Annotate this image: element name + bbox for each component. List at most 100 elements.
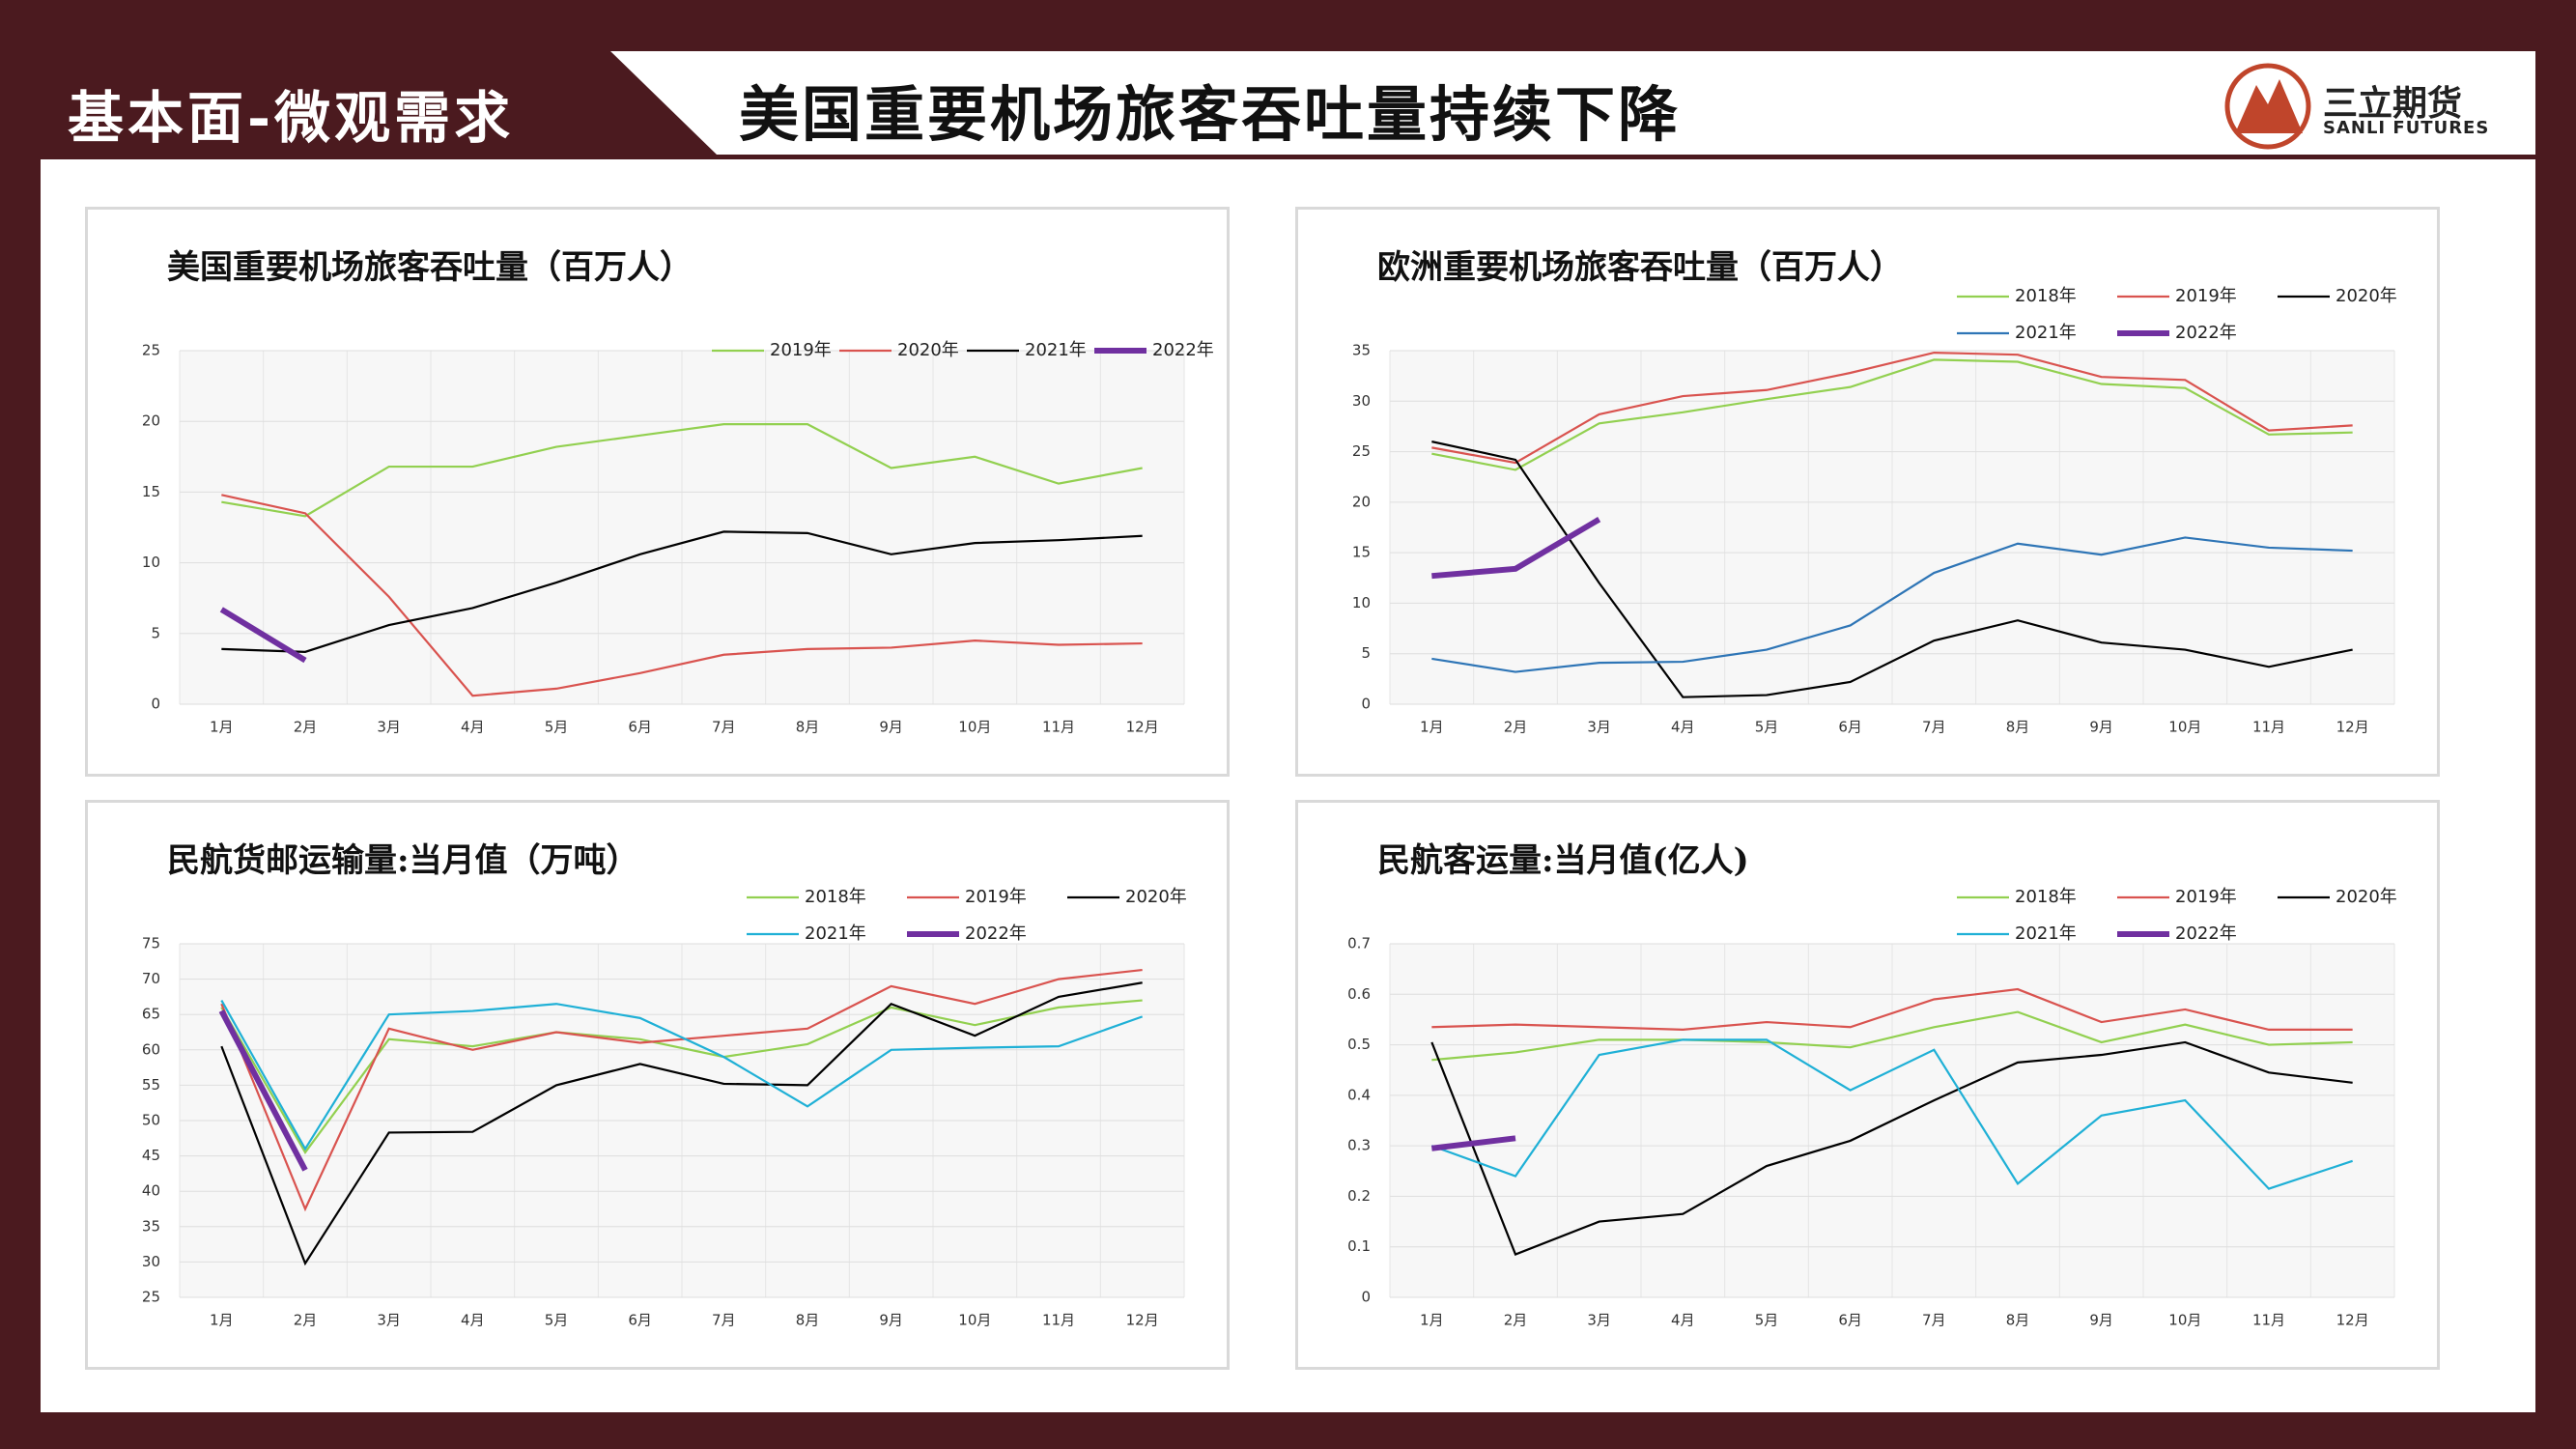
legend-label: 2022年: [1152, 340, 1214, 360]
logo-mountain: [2235, 79, 2303, 133]
series-line: [218, 1009, 308, 1172]
x-tick-label: 6月: [628, 1312, 652, 1329]
legend-label: 2021年: [1025, 340, 1087, 360]
x-tick-label: 10月: [2168, 1312, 2201, 1329]
x-tick-label: 11月: [2252, 1312, 2285, 1329]
y-tick-label: 15: [1352, 544, 1371, 561]
legend-label: 2021年: [2015, 923, 2077, 944]
x-tick-label: 8月: [2006, 1312, 2030, 1329]
y-tick-label: 0: [1361, 1289, 1371, 1306]
x-tick-label: 11月: [1042, 1312, 1075, 1329]
series-line: [219, 607, 307, 664]
legend-label: 2021年: [2015, 323, 2077, 343]
y-tick-label: 25: [142, 1289, 160, 1306]
x-tick-label: 11月: [2252, 719, 2285, 736]
y-tick-label: 25: [1352, 442, 1371, 460]
x-tick-label: 4月: [461, 1312, 485, 1329]
series-line: [1430, 1040, 2353, 1256]
x-tick-label: 11月: [1042, 719, 1075, 736]
title-band: [610, 51, 2535, 155]
x-tick-label: 3月: [1587, 1312, 1611, 1329]
legend-label: 2022年: [2175, 923, 2237, 944]
y-tick-label: 0.1: [1347, 1237, 1371, 1255]
x-tick-label: 2月: [294, 1312, 318, 1329]
x-tick-label: 3月: [1587, 719, 1611, 736]
x-tick-label: 5月: [545, 1312, 569, 1329]
x-tick-label: 9月: [2089, 719, 2113, 736]
chart-panel: 美国重要机场旅客吞吐量（百万人） 0 5 10 15 20 25 1月 2月 3月 4月 5月 6月 7月…: [85, 207, 1230, 777]
x-tick-label: 4月: [461, 719, 485, 736]
y-tick-label: 45: [142, 1147, 160, 1164]
x-tick-label: 3月: [377, 719, 401, 736]
legend-label: 2018年: [2015, 887, 2077, 907]
logo-name: 三立期货: [2323, 84, 2463, 124]
y-tick-label: 60: [142, 1040, 160, 1058]
x-tick-label: 5月: [1755, 1312, 1779, 1329]
y-tick-label: 0: [151, 696, 160, 713]
legend-label: 2019年: [2175, 887, 2237, 907]
y-tick-label: 0.6: [1347, 985, 1371, 1003]
x-tick-label: 8月: [796, 1312, 820, 1329]
legend-label: 2018年: [2015, 286, 2077, 306]
y-tick-label: 20: [1352, 493, 1371, 510]
x-tick-label: 7月: [1922, 1312, 1946, 1329]
y-tick-label: 0.3: [1347, 1137, 1371, 1154]
logo-sub: SANLI FUTURES: [2323, 118, 2490, 138]
chart-title: 民航货邮运输量:当月值（万吨）: [167, 841, 639, 880]
y-tick-label: 70: [142, 970, 160, 987]
series-line: [1431, 1010, 2353, 1062]
series-line: [221, 530, 1143, 653]
y-tick-label: 65: [142, 1006, 160, 1023]
y-tick-label: 75: [142, 935, 160, 952]
chart-panel: 欧洲重要机场旅客吞吐量（百万人） 0 5 10 15 20 25 30 35 1月 2月 3月 4月 5月…: [1295, 207, 2440, 777]
x-tick-label: 2月: [1504, 1312, 1528, 1329]
y-tick-label: 30: [142, 1253, 160, 1270]
series-line: [220, 1000, 1144, 1151]
legend-label: 2018年: [805, 887, 866, 907]
y-tick-label: 35: [1352, 342, 1371, 359]
chart-title: 欧洲重要机场旅客吞吐量（百万人）: [1377, 248, 1903, 287]
series-line: [1431, 517, 1601, 580]
legend-label: 2019年: [770, 340, 832, 360]
x-tick-label: 4月: [1671, 1312, 1695, 1329]
y-tick-label: 15: [142, 483, 160, 500]
y-tick-label: 10: [142, 554, 160, 571]
x-tick-label: 8月: [2006, 719, 2030, 736]
x-tick-label: 12月: [2336, 719, 2369, 736]
x-tick-label: 9月: [2089, 1312, 2113, 1329]
series-line: [1431, 358, 2353, 471]
y-tick-label: 50: [142, 1112, 160, 1129]
x-tick-label: 7月: [712, 1312, 736, 1329]
y-tick-label: 0: [1361, 696, 1371, 713]
y-tick-label: 25: [142, 342, 160, 359]
x-tick-label: 9月: [879, 1312, 903, 1329]
legend-label: 2022年: [2175, 323, 2237, 343]
legend-label: 2020年: [1125, 887, 1187, 907]
y-tick-label: 5: [151, 624, 160, 641]
chart: 美国重要机场旅客吞吐量（百万人） 0 5 10 15 20 25 1月 2月 3月 4月 5月 6月 7月…: [142, 248, 1214, 736]
x-tick-label: 6月: [1838, 719, 1862, 736]
x-tick-label: 6月: [1838, 1312, 1862, 1329]
x-tick-label: 7月: [712, 719, 736, 736]
series-line: [220, 968, 1143, 1212]
x-tick-label: 12月: [1126, 719, 1159, 736]
legend-label: 2019年: [2175, 286, 2237, 306]
series-line: [221, 423, 1143, 518]
series-line: [221, 494, 1143, 697]
y-tick-label: 0.4: [1347, 1086, 1371, 1103]
y-tick-label: 0.5: [1347, 1036, 1371, 1053]
y-tick-label: 20: [142, 412, 160, 430]
section-label: 基本面-微观需求: [68, 85, 515, 151]
x-tick-label: 9月: [879, 719, 903, 736]
x-tick-label: 5月: [545, 719, 569, 736]
page-title: 美国重要机场旅客吞吐量持续下降: [739, 79, 1682, 150]
legend-label: 2020年: [2335, 887, 2397, 907]
series-line: [1431, 351, 2353, 465]
legend-label: 2021年: [805, 923, 866, 944]
y-tick-label: 0.7: [1347, 935, 1371, 952]
chart: 民航货邮运输量:当月值（万吨） 25 30 35 40 45 50 55 60 65 70 75 1月 2…: [142, 841, 1187, 1329]
x-tick-label: 4月: [1671, 719, 1695, 736]
series-line: [220, 981, 1143, 1266]
logo-ring: [2224, 63, 2311, 150]
